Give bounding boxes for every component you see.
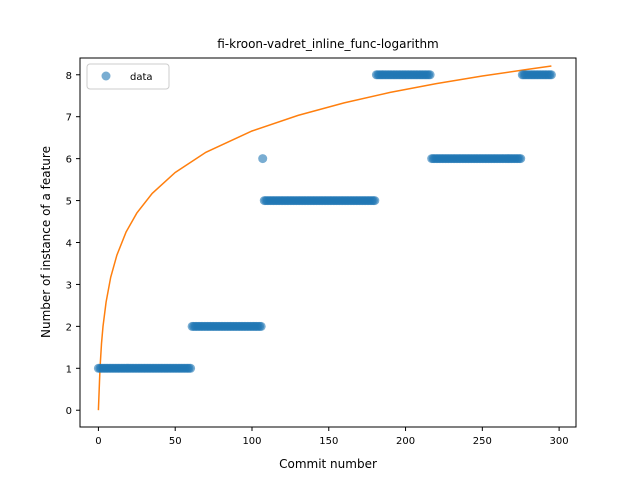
- x-tick-label: 100: [242, 436, 261, 447]
- data-point: [546, 70, 556, 80]
- legend-marker-data: [101, 71, 111, 81]
- x-tick-label: 150: [319, 436, 338, 447]
- data-point: [516, 154, 526, 164]
- fit-curve-layer: [97, 65, 552, 411]
- y-axis-label: Number of instance of a feature: [39, 146, 53, 338]
- x-tick-label: 250: [473, 436, 492, 447]
- x-tick-label: 200: [396, 436, 415, 447]
- x-tick-label: 300: [550, 436, 569, 447]
- fit-curve: [97, 65, 552, 411]
- data-point: [256, 321, 266, 331]
- x-axis-label: Commit number: [279, 457, 377, 471]
- data-point: [425, 70, 435, 80]
- data-points-layer: [93, 70, 556, 373]
- y-tick-label: 8: [66, 71, 72, 82]
- x-tick-label: 50: [169, 436, 182, 447]
- y-axis-ticks: 0 1 2 3 4 5 6 7 8: [66, 71, 80, 417]
- y-tick-label: 7: [66, 113, 72, 124]
- y-tick-label: 2: [66, 322, 72, 333]
- x-axis-ticks: 0 50 100 150 200 250 300: [95, 427, 569, 447]
- chart-title: fi-kroon-vadret_inline_func-logarithm: [217, 37, 439, 51]
- legend-box: [86, 63, 170, 90]
- legend-label-data: data: [130, 72, 153, 83]
- y-tick-label: 5: [66, 197, 72, 208]
- y-tick-label: 1: [66, 364, 72, 375]
- y-tick-label: 3: [66, 280, 72, 291]
- y-tick-label: 0: [66, 406, 72, 417]
- x-tick-label: 0: [95, 436, 101, 447]
- data-point: [370, 196, 380, 206]
- legend: data: [86, 63, 170, 90]
- y-tick-label: 6: [66, 155, 72, 166]
- y-tick-label: 4: [66, 239, 72, 250]
- data-point: [258, 154, 268, 164]
- data-point: [186, 363, 196, 373]
- plot-area: [93, 65, 556, 411]
